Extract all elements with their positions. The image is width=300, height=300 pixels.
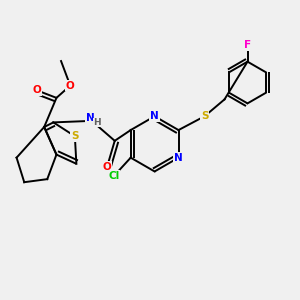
Text: H: H	[93, 118, 101, 127]
Text: S: S	[201, 111, 208, 121]
Text: N: N	[150, 111, 159, 121]
Text: O: O	[32, 85, 41, 95]
Text: F: F	[244, 40, 251, 50]
Text: O: O	[103, 162, 111, 172]
Text: Cl: Cl	[108, 171, 119, 181]
Text: S: S	[71, 131, 79, 141]
Text: N: N	[174, 153, 183, 163]
Text: O: O	[66, 81, 75, 91]
Text: N: N	[86, 113, 94, 123]
